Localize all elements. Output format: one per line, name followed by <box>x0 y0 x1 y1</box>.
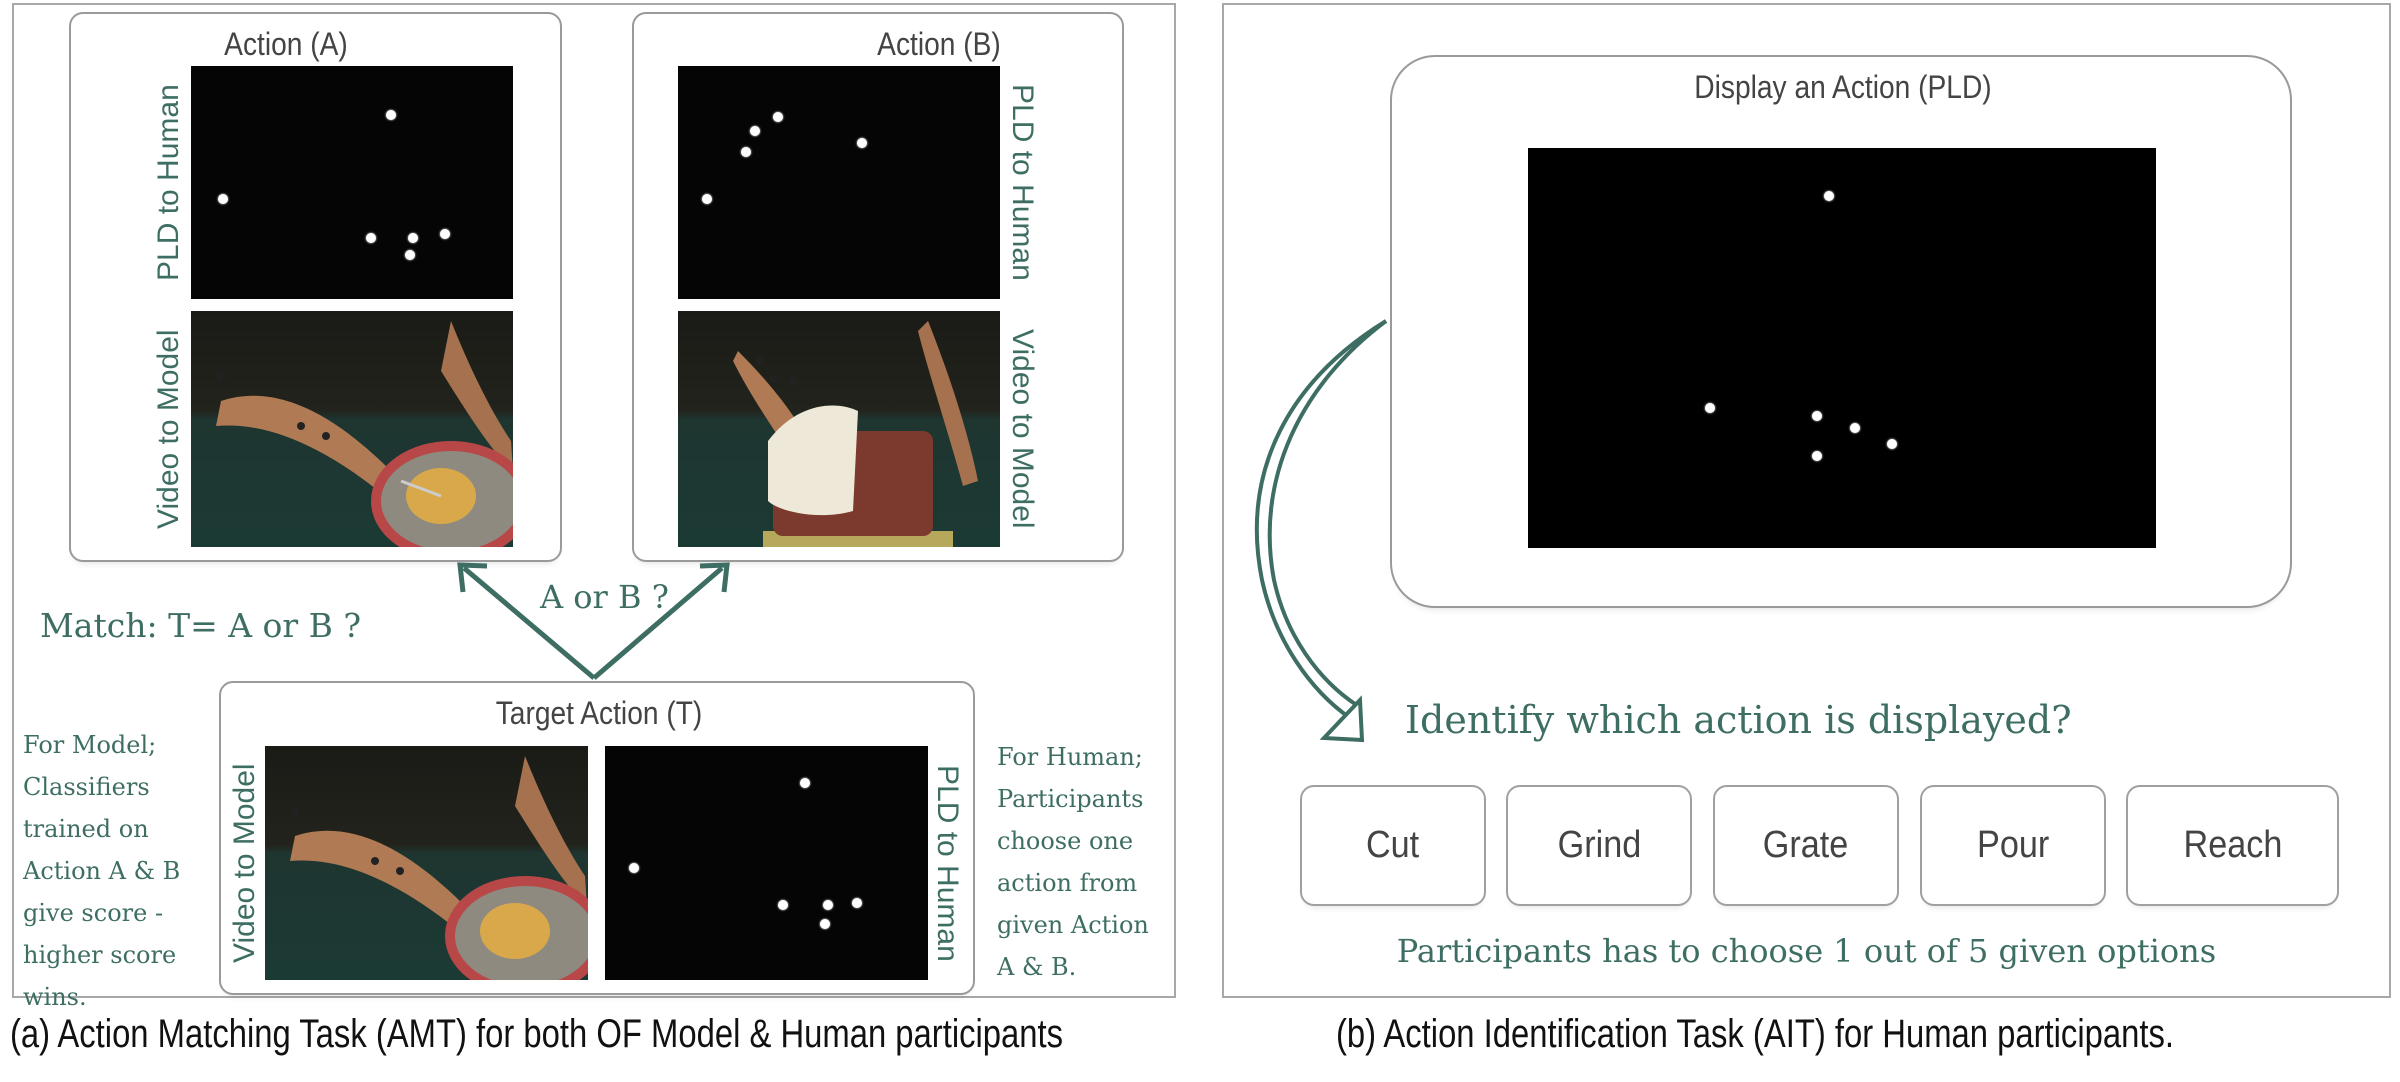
option-pour-button[interactable]: Pour <box>1920 785 2106 906</box>
action-b-video-label: Video to Model <box>1006 329 1039 529</box>
marker-dot <box>772 112 783 123</box>
action-b-video-frame <box>678 311 1000 547</box>
caption-a: (a) Action Matching Task (AMT) for both … <box>10 1012 1064 1056</box>
target-video-frame <box>265 746 588 980</box>
arrowhead-b-icon <box>699 562 730 593</box>
arrowhead-a-icon <box>457 562 488 593</box>
caption-b: (b) Action Identification Task (AIT) for… <box>1336 1012 2174 1056</box>
marker-dot <box>1824 191 1835 201</box>
panel-a-frame <box>12 3 1176 998</box>
note-line: wins. <box>23 983 87 1011</box>
note-line: trained on <box>23 815 149 843</box>
marker-dot <box>1849 423 1860 433</box>
marker-dot <box>740 147 751 158</box>
action-a-pld <box>191 66 513 299</box>
model-note: For Model; Classifiers trained on Action… <box>23 724 180 1018</box>
action-b-pld-label: PLD to Human <box>1006 84 1039 281</box>
option-label: Grate <box>1763 824 1849 866</box>
arrow-to-a <box>462 566 596 680</box>
note-line: A & B. <box>997 953 1077 981</box>
whisking-scene <box>216 321 513 547</box>
whisking-scene <box>290 756 588 980</box>
option-cut-button[interactable]: Cut <box>1300 785 1486 906</box>
marker-dot <box>218 193 229 204</box>
marker-dot <box>404 249 415 260</box>
option-label: Grind <box>1557 824 1641 866</box>
target-pld-label: PLD to Human <box>931 764 964 962</box>
option-reach-button[interactable]: Reach <box>2126 785 2339 906</box>
option-label: Reach <box>2183 824 2282 866</box>
note-line: For Human; <box>997 743 1143 771</box>
marker-dot <box>701 193 712 204</box>
note-line: choose one <box>997 827 1134 855</box>
curved-arrow-icon <box>1254 319 1388 743</box>
option-label: Cut <box>1366 824 1420 866</box>
display-pld <box>1528 148 2156 548</box>
option-grind-button[interactable]: Grind <box>1506 785 1692 906</box>
display-title: Display an Action (PLD) <box>1694 69 1992 105</box>
note-line: Classifiers <box>23 773 150 801</box>
marker-dot <box>750 126 761 137</box>
marker-dot <box>629 862 640 873</box>
arrow-label: A or B ? <box>540 578 669 616</box>
marker-dot <box>1887 439 1898 449</box>
note-line: Action A & B <box>23 857 181 885</box>
panel-b-frame <box>1222 3 2391 998</box>
option-grate-button[interactable]: Grate <box>1713 785 1899 906</box>
marker-dot <box>856 137 867 148</box>
action-a-video-frame <box>191 311 513 547</box>
note-line: action from <box>997 869 1138 897</box>
marker-dot <box>819 918 830 929</box>
marker-dot <box>1705 403 1716 413</box>
marker-dot <box>851 897 862 908</box>
note-line: give score - <box>23 899 164 927</box>
action-b-title: Action (B) <box>877 26 1001 62</box>
marker-dot <box>385 109 396 120</box>
action-b-pld <box>678 66 1000 299</box>
marker-dot <box>366 233 377 244</box>
human-note: For Human; Participants choose one actio… <box>997 736 1149 988</box>
target-video-label: Video to Model <box>228 763 261 963</box>
action-a-title: Action (A) <box>224 26 348 62</box>
marker-dot <box>408 233 419 244</box>
note-line: For Model; <box>23 731 157 759</box>
marker-dot <box>822 900 833 911</box>
marker-dot <box>1811 411 1822 421</box>
match-label: Match: T= A or B ? <box>40 606 362 645</box>
footer-note: Participants has to choose 1 out of 5 gi… <box>1396 932 2217 970</box>
pouring-scene <box>733 321 978 547</box>
note-line: higher score <box>23 941 177 969</box>
target-pld <box>605 746 928 980</box>
marker-dot <box>440 228 451 239</box>
marker-dot <box>1811 451 1822 461</box>
marker-dot <box>800 778 811 789</box>
target-title: Target Action (T) <box>495 695 703 731</box>
arrow-to-b <box>592 566 724 680</box>
question-label: Identify which action is displayed? <box>1405 698 2072 742</box>
note-line: given Action <box>997 911 1149 939</box>
note-line: Participants <box>997 785 1144 813</box>
match-arrows <box>457 562 730 680</box>
marker-dot <box>777 900 788 911</box>
option-label: Pour <box>1976 824 2050 866</box>
